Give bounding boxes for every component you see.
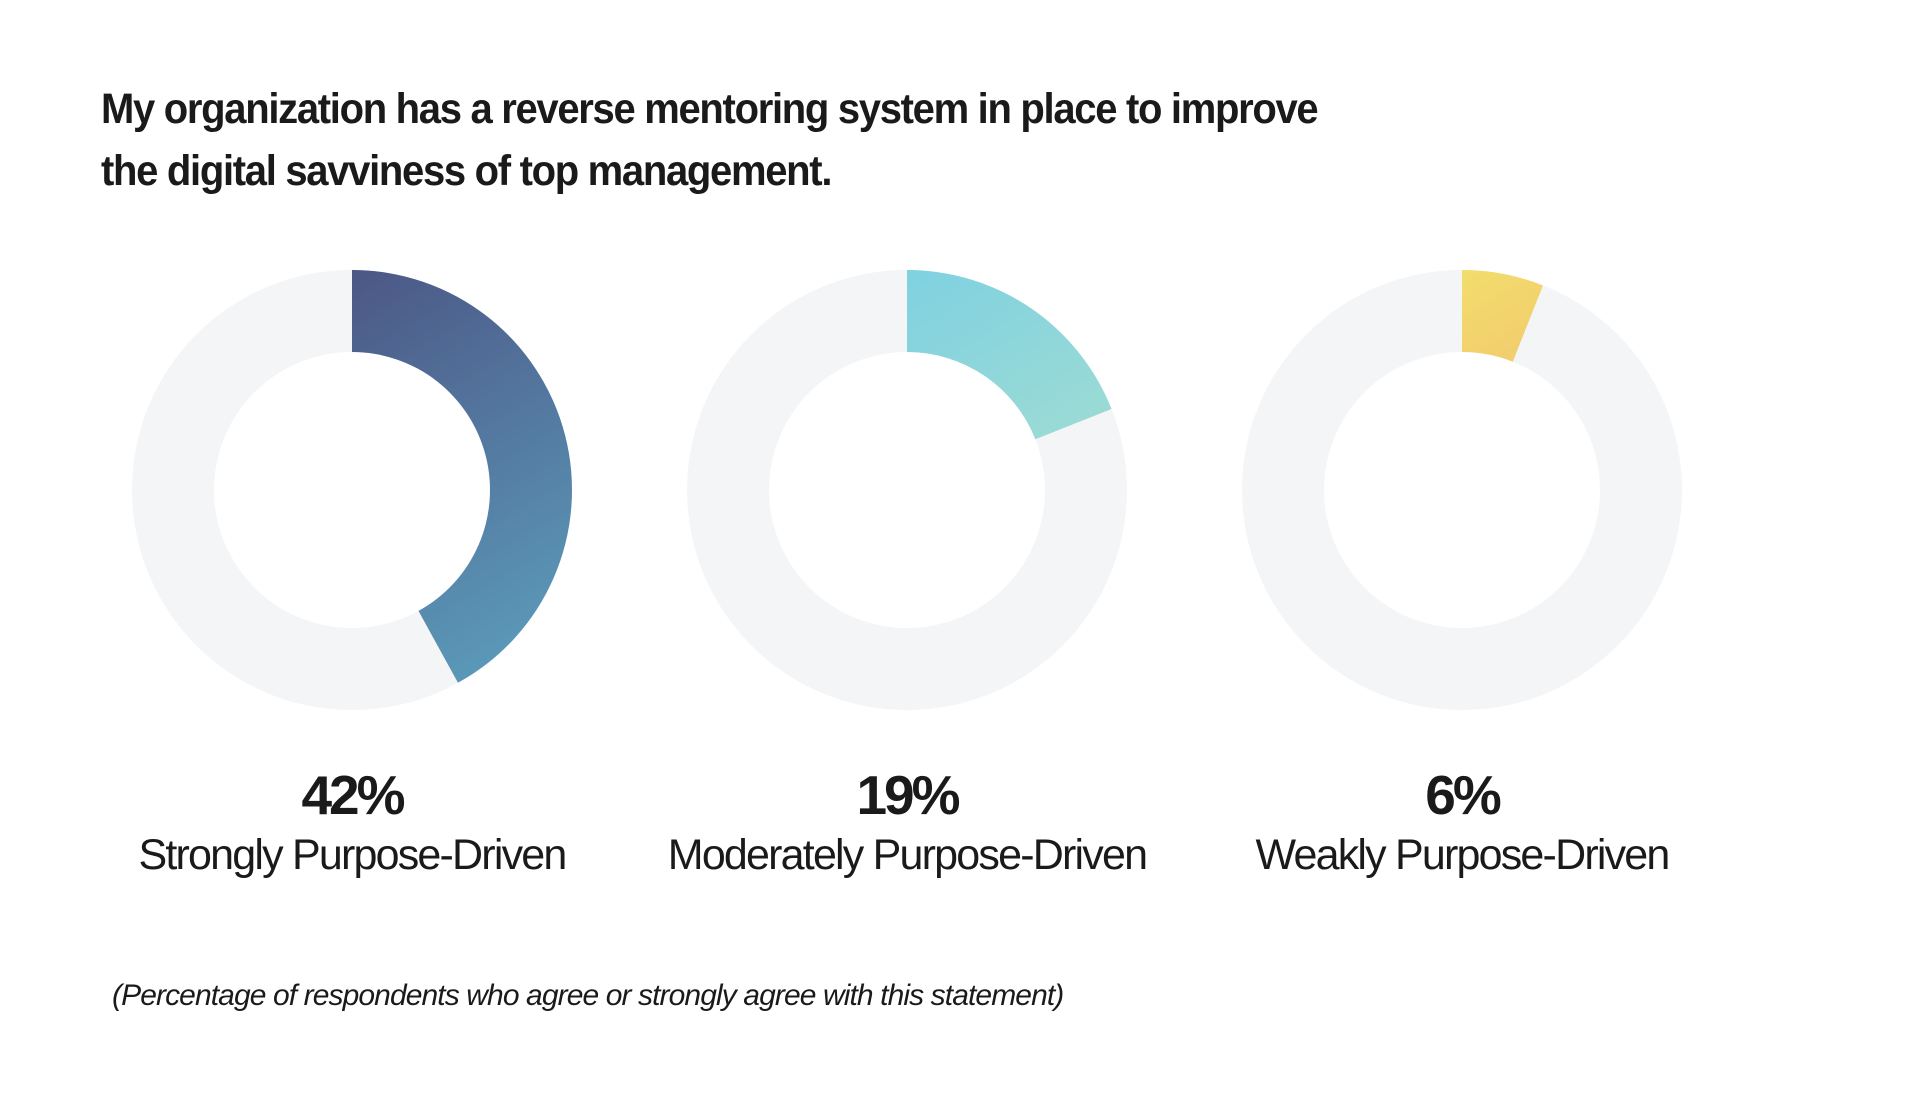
chart-title-line-2: the digital savviness of top management. — [101, 147, 832, 195]
donut-value-label: 19% — [856, 764, 960, 826]
donut-category-label: Weakly Purpose-Driven — [1255, 831, 1670, 879]
donut-track — [1242, 269, 1682, 711]
chart-title-line-1: My organization has a reverse mentoring … — [101, 85, 1319, 133]
chart-title: My organization has a reverse mentoring … — [101, 78, 1366, 202]
donut-chart-2 — [686, 269, 1127, 711]
donut-moderately-purpose-driven: 19% Moderately Purpose-Driven — [668, 269, 1148, 910]
chart-footnote: (Percentage of respondents who agree or … — [112, 979, 1064, 1012]
donut-value-segment — [907, 270, 1112, 440]
donut-value-label: 6% — [1425, 764, 1502, 826]
donut-strongly-purpose-driven: 42% Strongly Purpose-Driven — [127, 269, 577, 910]
donut-chart-3 — [1242, 269, 1682, 711]
donut-value-label: 42% — [301, 764, 405, 826]
donut-chart-1 — [131, 269, 572, 711]
donut-category-label: Moderately Purpose-Driven — [667, 831, 1148, 879]
donut-weakly-purpose-driven: 6% Weakly Purpose-Driven — [1237, 269, 1687, 910]
donut-value-segment — [1462, 270, 1543, 362]
donut-value-segment — [352, 270, 572, 683]
donut-category-label: Strongly Purpose-Driven — [138, 831, 567, 879]
